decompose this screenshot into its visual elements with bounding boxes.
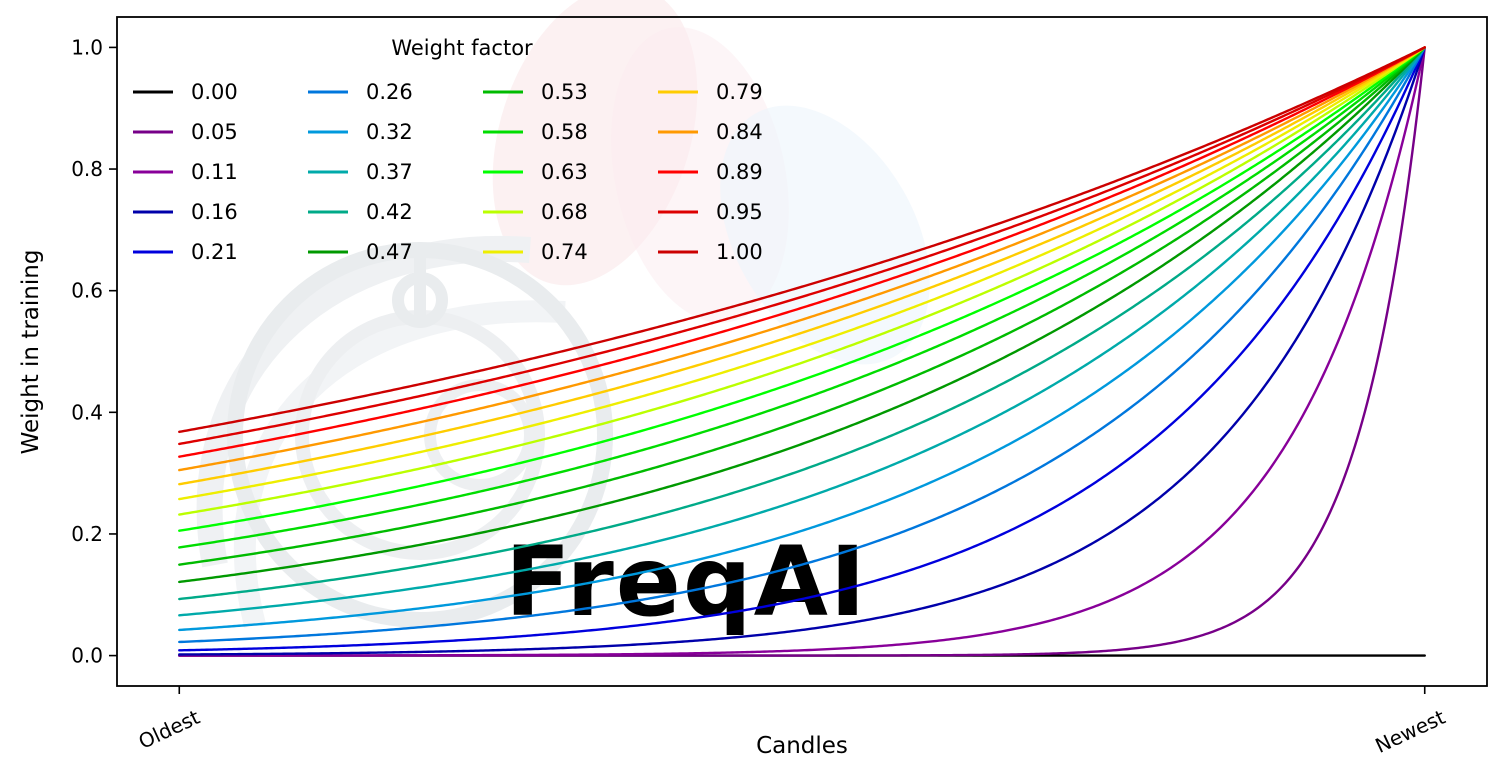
legend-item: 0.53	[483, 80, 588, 104]
series-line-0.37	[178, 46, 1426, 617]
legend-item: 0.89	[658, 160, 763, 184]
series-line-0.79	[178, 46, 1426, 486]
legend-title: Weight factor	[391, 36, 533, 60]
legend-item: 0.00	[133, 80, 238, 104]
legend-label: 0.89	[716, 160, 763, 184]
series-line-0.84	[178, 46, 1426, 472]
legend-label: 0.53	[541, 80, 588, 104]
legend-label: 1.00	[716, 240, 763, 264]
legend-item: 1.00	[658, 240, 763, 264]
legend-label: 0.37	[366, 160, 413, 184]
legend-label: 0.58	[541, 120, 588, 144]
watermark-crown	[392, 272, 448, 328]
legend-label: 0.79	[716, 80, 763, 104]
x-tick-label: Oldest	[135, 705, 204, 754]
legend-item: 0.42	[308, 200, 413, 224]
y-tick-label: 0.2	[71, 522, 103, 546]
x-tick-label: Newest	[1371, 705, 1449, 758]
legend-label: 0.26	[366, 80, 413, 104]
legend-label: 0.95	[716, 200, 763, 224]
series-line-0.63	[178, 46, 1426, 532]
legend-item: 0.21	[133, 240, 238, 264]
legend-item: 0.05	[133, 120, 238, 144]
axes-spines	[116, 16, 1488, 687]
legend-item: 0.16	[133, 200, 238, 224]
y-axis-label: Weight in training	[18, 250, 44, 455]
series-line-0.16	[178, 46, 1426, 656]
series-line-0.26	[178, 46, 1426, 644]
legend-label: 0.84	[716, 120, 763, 144]
legend-item: 0.74	[483, 240, 588, 264]
legend-label: 0.42	[366, 200, 413, 224]
series-line-0.68	[178, 46, 1426, 516]
y-tick-label: 0.8	[71, 157, 103, 181]
y-tick-label: 1.0	[71, 35, 103, 59]
legend-label: 0.21	[191, 240, 238, 264]
series-line-0.32	[178, 46, 1426, 632]
legend-label: 0.32	[366, 120, 413, 144]
y-tick-label: 0.4	[71, 400, 103, 424]
legend-item: 0.79	[658, 80, 763, 104]
watermark-ring-inner	[295, 310, 545, 560]
series-line-0.53	[178, 46, 1426, 566]
legend-label: 0.11	[191, 160, 238, 184]
legend-label: 0.16	[191, 200, 238, 224]
legend-label: 0.74	[541, 240, 588, 264]
series-line-0.74	[178, 46, 1426, 501]
legend-item: 0.26	[308, 80, 413, 104]
legend-item: 0.63	[483, 160, 588, 184]
curve-series	[178, 46, 1426, 657]
legend-label: 0.00	[191, 80, 238, 104]
freqai-watermark: FreqAI	[196, 0, 930, 638]
legend-item: 0.11	[133, 160, 238, 184]
x-axis-label: Candles	[756, 733, 848, 759]
legend-item: 0.84	[658, 120, 763, 144]
legend-item: 0.68	[483, 200, 588, 224]
y-tick-label: 0.0	[71, 644, 103, 668]
series-line-0.95	[178, 46, 1426, 446]
watermark-blob	[720, 105, 930, 365]
legend-item: 0.47	[308, 240, 413, 264]
series-line-0.58	[178, 46, 1426, 549]
axes-frame: 0.0 0.2 0.4 0.6 0.8 1.0 Oldest Newest	[71, 16, 1488, 758]
legend-label: 0.05	[191, 120, 238, 144]
y-tick-label: 0.6	[71, 279, 103, 303]
series-line-1.00	[178, 46, 1426, 434]
legend-item: 0.32	[308, 120, 413, 144]
series-line-0.89	[178, 46, 1426, 458]
legend-label: 0.63	[541, 160, 588, 184]
series-line-0.47	[178, 46, 1426, 584]
series-line-0.42	[178, 46, 1426, 601]
watermark-text: FreqAI	[505, 526, 868, 638]
series-line-0.11	[178, 46, 1426, 657]
legend-label: 0.68	[541, 200, 588, 224]
legend-item: 0.95	[658, 200, 763, 224]
legend-item: 0.58	[483, 120, 588, 144]
legend: 0.00 0.05 0.11 0.16 0.21 0.26 0.32 0.37 0.42 0.47…	[133, 80, 763, 264]
legend-label: 0.47	[366, 240, 413, 264]
series-line-0.21	[178, 46, 1426, 652]
legend-item: 0.37	[308, 160, 413, 184]
